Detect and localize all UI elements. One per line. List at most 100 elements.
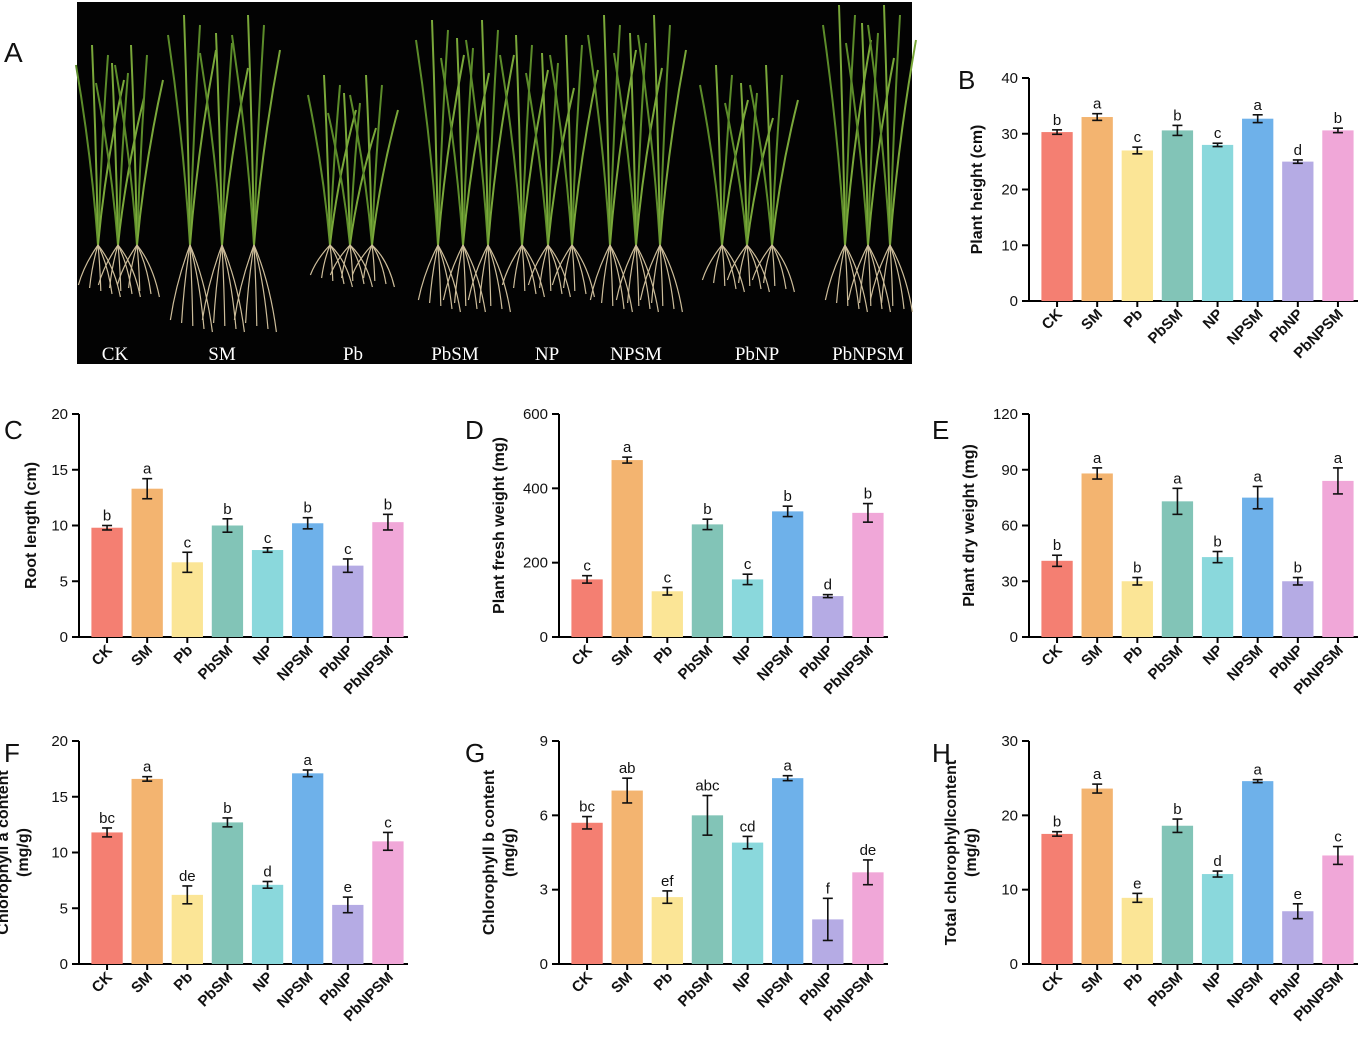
leaf-blade <box>889 14 901 246</box>
leaf-blade <box>515 34 523 246</box>
bar <box>1121 581 1153 637</box>
x-tick-label: NP <box>250 969 277 996</box>
chart-panel-g: G 0 3 6 9 Chlorophyll b content (mg/g) bc CK ab SM… <box>465 733 888 1025</box>
leaf-blade <box>247 14 255 246</box>
root-strand <box>659 244 675 310</box>
y-tick-label: 120 <box>993 406 1018 423</box>
root-strand <box>659 244 683 313</box>
y-tick-label: 10 <box>51 845 68 862</box>
chart-panel-d: D 0 200 400 600 Plant fresh weight (mg) c CK a SM… <box>465 406 888 698</box>
leaf-blade <box>822 24 846 246</box>
leaf-blade <box>349 102 361 246</box>
leaf-blade <box>437 54 465 246</box>
root-strand <box>721 244 737 290</box>
leaf-blade <box>521 44 533 246</box>
significance-letter: b <box>1213 534 1221 551</box>
y-tick-label: 0 <box>540 629 548 646</box>
root-strand <box>341 244 351 279</box>
x-tick-label: SM <box>128 969 156 997</box>
bar <box>1121 897 1153 964</box>
significance-letter: a <box>143 461 152 478</box>
x-tick-label: NP <box>250 642 277 669</box>
significance-letter: b <box>864 486 872 503</box>
x-tick-label: NPSM <box>754 969 797 1012</box>
significance-letter: a <box>1173 470 1182 487</box>
panel-letter: F <box>4 738 20 768</box>
x-tick-label: SM <box>1078 306 1106 334</box>
root-strand <box>371 244 376 282</box>
root-strand <box>547 244 563 295</box>
x-tick-label: NPSM <box>274 969 317 1012</box>
significance-letter: bc <box>579 799 595 816</box>
leaf-blade <box>136 79 164 246</box>
bar <box>772 778 804 964</box>
x-tick-label: SM <box>608 969 636 997</box>
root-strand <box>501 244 523 286</box>
root-strand <box>867 244 891 313</box>
leaf-blade <box>481 19 489 246</box>
leaf-blade <box>183 14 191 246</box>
root-strand <box>836 244 846 304</box>
bar <box>332 904 364 964</box>
leaf-blade <box>349 127 377 246</box>
leaf-blade <box>721 74 733 246</box>
significance-letter: d <box>263 863 271 880</box>
root-strand <box>746 244 751 287</box>
root-strand <box>547 244 571 298</box>
leaf-blade <box>721 99 749 246</box>
leaf-blade <box>437 29 449 246</box>
root-strand <box>253 244 258 327</box>
leaf-blade <box>571 69 599 246</box>
root-strand <box>889 244 894 307</box>
y-tick-label: 40 <box>1001 70 1018 87</box>
leaf-blade <box>637 34 661 246</box>
x-tick-label: NP <box>730 969 757 996</box>
x-tick-label: NP <box>1200 969 1227 996</box>
root-strand <box>371 244 395 288</box>
root-strand <box>429 244 439 304</box>
x-tick-label: PbSM <box>1145 969 1186 1010</box>
bar <box>571 822 603 964</box>
leaf-blade <box>765 64 773 246</box>
y-tick-label: 90 <box>1001 462 1018 479</box>
x-tick-label: Pb <box>1121 306 1147 332</box>
photo-label-2: Pb <box>343 344 363 365</box>
leaf-blade <box>699 84 723 246</box>
leaf-blade <box>189 24 201 246</box>
significance-letter: e <box>344 879 352 896</box>
x-tick-label: Pb <box>651 642 677 668</box>
x-tick-label: Pb <box>171 969 197 995</box>
y-tick-label: 20 <box>1001 807 1018 824</box>
leaf-blade <box>499 54 523 246</box>
x-tick-label: CK <box>569 969 596 996</box>
y-tick-label: 15 <box>51 462 68 479</box>
significance-letter: c <box>744 556 752 573</box>
y-tick-label: 60 <box>1001 518 1018 535</box>
bar <box>691 524 724 637</box>
leaf-blade <box>659 24 671 246</box>
leaf-blade <box>221 42 233 246</box>
leaf-blade <box>740 82 748 246</box>
significance-letter: b <box>1294 560 1302 577</box>
leaf-blade <box>635 42 647 246</box>
significance-letter: b <box>103 508 111 525</box>
y-tick-label: 20 <box>1001 182 1018 199</box>
panel-a-letter: A <box>4 37 23 68</box>
root-strand <box>201 244 223 321</box>
panel-letter: H <box>932 738 951 768</box>
y-tick-label: 20 <box>51 406 68 423</box>
bar <box>772 511 804 637</box>
significance-letter: c <box>1334 829 1342 846</box>
significance-letter: a <box>143 759 152 776</box>
leaf-blade <box>889 39 917 246</box>
significance-letter: c <box>1214 125 1222 142</box>
significance-letter: a <box>623 439 632 456</box>
significance-letter: b <box>1334 110 1342 127</box>
leaf-blade <box>215 32 223 246</box>
leaf-blade <box>130 44 138 246</box>
y-tick-label: 6 <box>540 807 548 824</box>
significance-letter: b <box>1173 107 1181 124</box>
leaf-blade <box>541 52 549 246</box>
bar <box>1041 132 1073 301</box>
root-strand <box>859 244 869 304</box>
